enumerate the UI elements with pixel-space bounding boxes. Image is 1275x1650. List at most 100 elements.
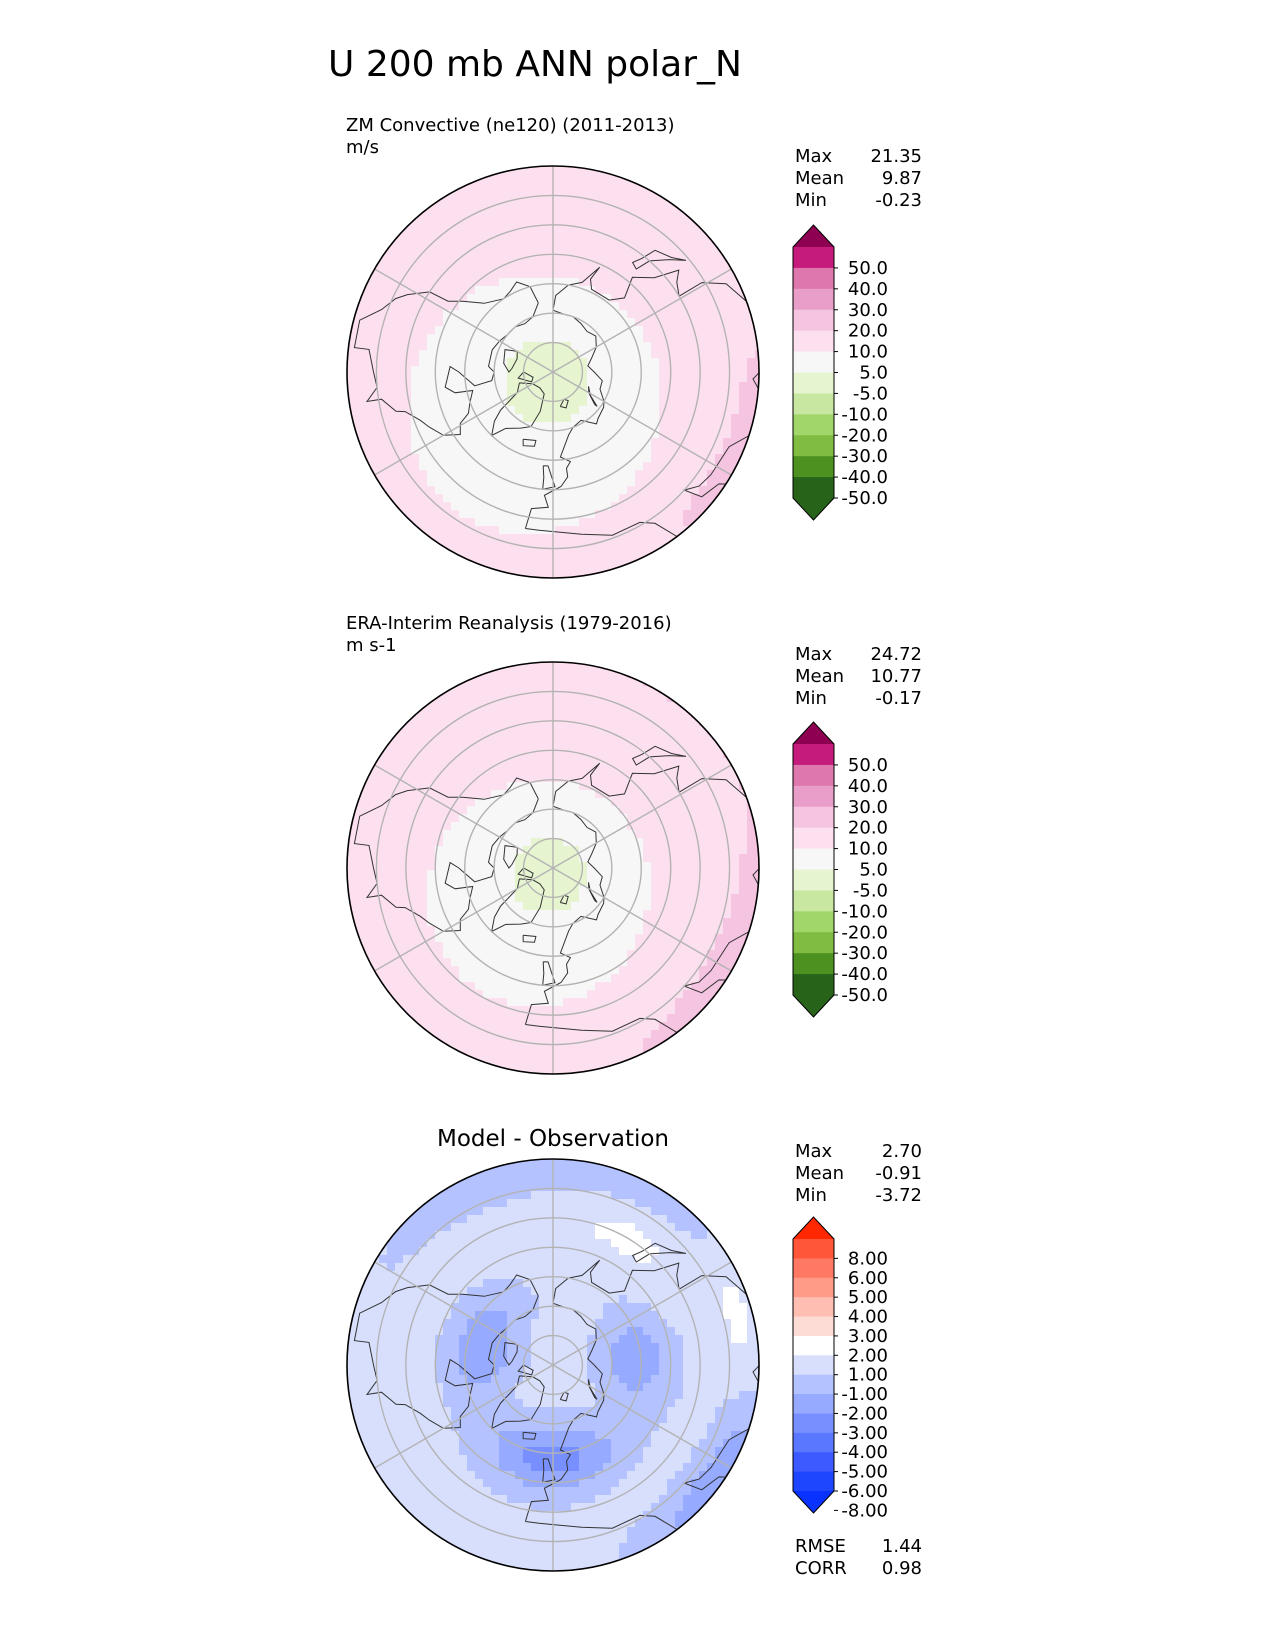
field-cell [547, 790, 556, 799]
field-cell [427, 966, 436, 975]
field-cell [515, 958, 524, 967]
field-cell [651, 838, 660, 847]
field-cell [707, 326, 716, 335]
field-cell [435, 1231, 444, 1240]
field-cell [715, 750, 724, 759]
field-cell [731, 838, 740, 847]
field-cell [379, 878, 388, 887]
field-cell [475, 566, 484, 575]
field-cell [739, 854, 748, 863]
field-cell [347, 878, 356, 887]
field-cell [659, 382, 668, 391]
field-cell [627, 734, 636, 743]
colorbar-tick-label: 50.0 [848, 755, 888, 776]
field-cell [603, 790, 612, 799]
colorbar-band [793, 932, 834, 954]
field-cell [563, 670, 572, 679]
field-cell [555, 662, 564, 671]
field-cell [363, 318, 372, 327]
field-cell [419, 1014, 428, 1023]
field-cell [707, 302, 716, 311]
field-cell [435, 918, 444, 927]
field-cell [611, 502, 620, 511]
field-cell [355, 870, 364, 879]
field-cell [427, 1247, 436, 1256]
field-cell [499, 806, 508, 815]
field-cell [427, 310, 436, 319]
field-cell [635, 726, 644, 735]
field-cell [443, 494, 452, 503]
field-cell [523, 918, 532, 927]
field-cell [547, 1191, 556, 1200]
field-cell [571, 790, 580, 799]
coastline [588, 882, 598, 903]
field-cell [371, 950, 380, 959]
field-cell [467, 222, 476, 231]
field-cell [515, 526, 524, 535]
field-cell [483, 326, 492, 335]
field-cell [731, 950, 740, 959]
field-cell [443, 454, 452, 463]
field-cell [515, 702, 524, 711]
field-cell [411, 942, 420, 951]
field-cell [699, 358, 708, 367]
field-cell [387, 766, 396, 775]
field-cell [595, 1030, 604, 1039]
field-cell [483, 446, 492, 455]
field-cell [643, 502, 652, 511]
field-cell [547, 870, 556, 879]
field-cell [419, 782, 428, 791]
field-cell [747, 294, 756, 303]
field-cell [499, 190, 508, 199]
field-cell [395, 918, 404, 927]
field-cell [555, 1006, 564, 1015]
field-cell [499, 766, 508, 775]
field-cell [611, 1054, 620, 1063]
field-cell [643, 310, 652, 319]
field-cell [403, 478, 412, 487]
field-cell [619, 398, 628, 407]
field-cell [547, 838, 556, 847]
field-cell [531, 998, 540, 1007]
field-cell [659, 438, 668, 447]
field-cell [347, 894, 356, 903]
field-cell [427, 1199, 436, 1208]
field-cell [467, 782, 476, 791]
field-cell [675, 998, 684, 1007]
field-cell [531, 958, 540, 967]
field-cell [435, 494, 444, 503]
field-cell [515, 366, 524, 375]
field-cell [675, 486, 684, 495]
field-cell [635, 998, 644, 1007]
field-cell [587, 910, 596, 919]
field-cell [355, 798, 364, 807]
field-cell [587, 830, 596, 839]
field-cell [691, 526, 700, 535]
field-cell [547, 478, 556, 487]
field-cell [523, 334, 532, 343]
field-cell [699, 366, 708, 375]
field-cell [563, 822, 572, 831]
field-cell [635, 198, 644, 207]
field-cell [635, 230, 644, 239]
field-cell [419, 958, 428, 967]
field-cell [627, 502, 636, 511]
field-cell [411, 702, 420, 711]
field-cell [587, 694, 596, 703]
field-cell [675, 398, 684, 407]
field-cell [635, 1199, 644, 1208]
field-cell [523, 534, 532, 543]
field-cell [411, 806, 420, 815]
field-cell [563, 998, 572, 1007]
field-cell [643, 1191, 652, 1200]
field-cell [363, 886, 372, 895]
field-cell [443, 254, 452, 263]
field-cell [443, 918, 452, 927]
field-cell [523, 390, 532, 399]
field-cell [699, 398, 708, 407]
field-cell [707, 430, 716, 439]
field-cell [739, 334, 748, 343]
field-cell [699, 782, 708, 791]
field-cell [691, 318, 700, 327]
field-cell [443, 822, 452, 831]
